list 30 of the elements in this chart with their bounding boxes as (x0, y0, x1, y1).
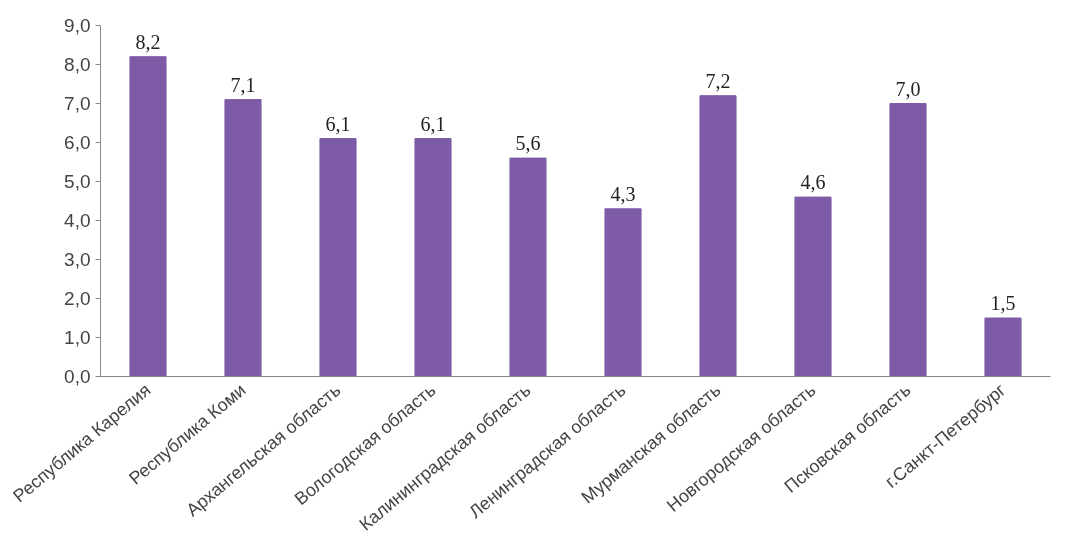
bar (604, 208, 642, 377)
y-tick-label: 6,0 (64, 132, 91, 153)
bar (794, 196, 832, 377)
data-label: 8,2 (135, 30, 161, 53)
data-label: 1,5 (990, 292, 1016, 314)
y-tick-label: 0,0 (64, 366, 91, 387)
y-tick-label: 1,0 (64, 327, 91, 348)
bar (129, 56, 167, 377)
data-label: 7,0 (895, 77, 921, 100)
y-tick-label: 3,0 (64, 249, 91, 270)
y-tick-label: 5,0 (64, 171, 91, 192)
bar (889, 103, 927, 377)
data-label: 7,2 (705, 69, 731, 92)
y-tick-label: 2,0 (64, 288, 91, 309)
data-label: 4,6 (800, 171, 826, 194)
data-label: 6,1 (325, 112, 351, 135)
data-label: 5,6 (515, 132, 541, 155)
bar (509, 157, 547, 377)
bar (319, 138, 357, 377)
data-label: 7,1 (230, 73, 256, 96)
data-label: 4,3 (610, 182, 636, 205)
y-tick-label: 4,0 (64, 210, 91, 231)
y-tick-label: 9,0 (64, 15, 91, 36)
data-label: 6,1 (420, 112, 446, 135)
bar (984, 317, 1022, 377)
y-tick-label: 7,0 (64, 93, 91, 114)
y-tick-label: 8,0 (64, 54, 91, 75)
bar (224, 99, 262, 377)
bar (414, 138, 452, 377)
bar (699, 95, 737, 377)
